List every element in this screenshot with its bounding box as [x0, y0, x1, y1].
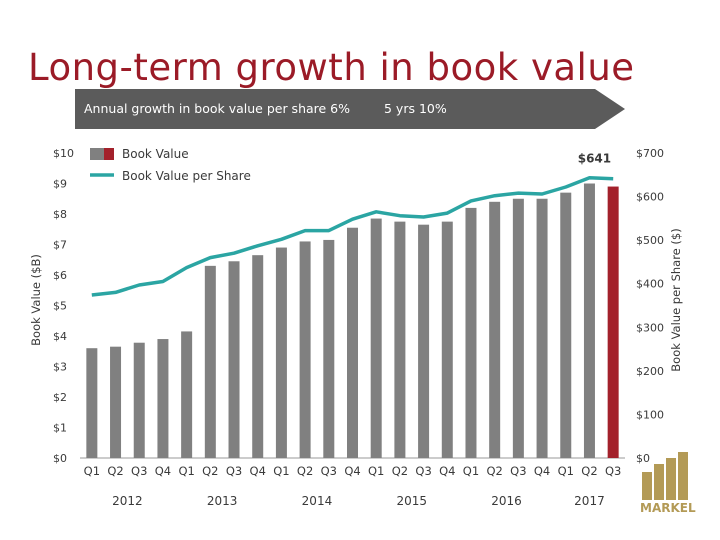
y-left-tick-label: $0	[53, 452, 67, 465]
y-right-tick-label: $500	[636, 234, 664, 247]
x-quarter-label: Q3	[131, 464, 147, 478]
x-quarter-label: Q3	[415, 464, 431, 478]
y-right-axis-title: Book Value per Share ($)	[669, 228, 683, 371]
last-value-annotation: $641	[578, 152, 611, 166]
bar-q4-2016	[536, 198, 548, 458]
y-left-tick-label: $1	[53, 422, 67, 435]
x-quarter-label: Q1	[463, 464, 479, 478]
y-left-tick-label: $9	[53, 178, 67, 191]
bar-q4-2014	[347, 227, 358, 458]
book-value-per-share-line	[91, 176, 614, 297]
banner-five-year: 5 yrs 10%	[384, 101, 447, 116]
x-year-label: 2015	[396, 494, 427, 508]
bar-q2-2017	[583, 183, 595, 458]
x-quarter-label: Q1	[273, 464, 289, 478]
bar-q1-2014	[275, 247, 287, 458]
bar-q3-2017	[607, 186, 619, 459]
y-right-tick-label: $100	[636, 408, 664, 421]
x-quarter-label: Q1	[558, 464, 574, 478]
x-quarter-label: Q4	[439, 464, 455, 478]
legend-book-value-swatch	[90, 148, 104, 160]
bar-q1-2013	[181, 331, 193, 458]
y-right-tick-label: $600	[636, 191, 664, 204]
y-left-tick-label: $6	[53, 269, 67, 282]
y-left-tick-label: $3	[53, 361, 67, 374]
bar-series	[86, 183, 619, 459]
y-right-tick-label: $200	[636, 365, 664, 378]
bar-q3-2016	[512, 198, 524, 458]
markel-logo-icon: MARKEL	[640, 452, 696, 515]
bar-q2-2016	[489, 201, 501, 459]
y-right-tick-label: $400	[636, 278, 664, 291]
x-quarter-label: Q4	[344, 464, 360, 478]
x-quarter-label: Q3	[321, 464, 337, 478]
chart-legend: Book Value Book Value per Share	[90, 147, 251, 183]
y-right-tick-label: $700	[636, 147, 664, 160]
x-quarter-label: Q3	[510, 464, 526, 478]
y-left-tick-label: $7	[53, 239, 67, 252]
x-quarter-label: Q1	[178, 464, 194, 478]
x-quarter-label: Q2	[581, 464, 597, 478]
y-right-tick-label: $0	[636, 452, 650, 465]
x-year-label: 2017	[574, 494, 605, 508]
x-quarter-label: Q1	[368, 464, 384, 478]
x-quarter-label: Q3	[605, 464, 621, 478]
bar-q4-2012	[157, 339, 169, 458]
x-quarter-label: Q4	[534, 464, 550, 478]
legend-bvps-label: Book Value per Share	[122, 169, 251, 183]
bar-q4-2015	[441, 221, 453, 458]
bar-q1-2015	[370, 218, 382, 458]
x-quarter-label: Q2	[202, 464, 218, 478]
x-quarter-label: Q3	[226, 464, 242, 478]
x-quarter-label: Q2	[107, 464, 123, 478]
x-quarter-label: Q2	[486, 464, 502, 478]
x-quarter-label: Q4	[155, 464, 171, 478]
x-year-label: 2013	[207, 494, 238, 508]
x-quarter-label: Q2	[392, 464, 408, 478]
legend-book-value-label: Book Value	[122, 147, 189, 161]
bar-q1-2017	[560, 192, 572, 458]
x-quarter-label: Q2	[297, 464, 313, 478]
bar-q2-2014	[299, 241, 311, 458]
bar-q1-2016	[465, 207, 477, 458]
svg-text:MARKEL: MARKEL	[640, 501, 696, 515]
y-left-tick-label: $10	[53, 147, 74, 160]
bar-q2-2013	[204, 265, 216, 458]
x-quarter-label: Q4	[250, 464, 266, 478]
bar-q3-2014	[323, 239, 335, 458]
x-year-label: 2016	[491, 494, 522, 508]
y-left-tick-label: $2	[53, 391, 67, 404]
legend-book-value-swatch-highlight	[104, 148, 114, 160]
x-quarter-label: Q1	[84, 464, 100, 478]
bar-q3-2015	[418, 224, 430, 458]
bar-q3-2012	[133, 342, 145, 458]
growth-banner-arrow	[75, 89, 625, 129]
x-year-label: 2012	[112, 494, 143, 508]
y-left-tick-label: $8	[53, 208, 67, 221]
y-right-tick-label: $300	[636, 321, 664, 334]
bar-q4-2013	[252, 255, 264, 458]
bar-q1-2012	[86, 348, 98, 458]
x-year-label: 2014	[302, 494, 333, 508]
bar-q2-2015	[394, 221, 406, 458]
bar-q2-2012	[110, 346, 122, 458]
y-left-axis-title: Book Value ($B)	[29, 254, 43, 346]
y-left-tick-label: $5	[53, 300, 67, 313]
tick-labels: $0 $1 $2 $3 $4 $5 $6 $7 $8 $9 $10 $0 $100 $200 $300 $40…	[29, 147, 683, 508]
y-left-tick-label: $4	[53, 330, 67, 343]
banner-annual-growth: Annual growth in book value per share 6%	[84, 101, 351, 116]
bar-q3-2013	[228, 261, 240, 458]
page-title: Long-term growth in book value	[28, 46, 635, 89]
